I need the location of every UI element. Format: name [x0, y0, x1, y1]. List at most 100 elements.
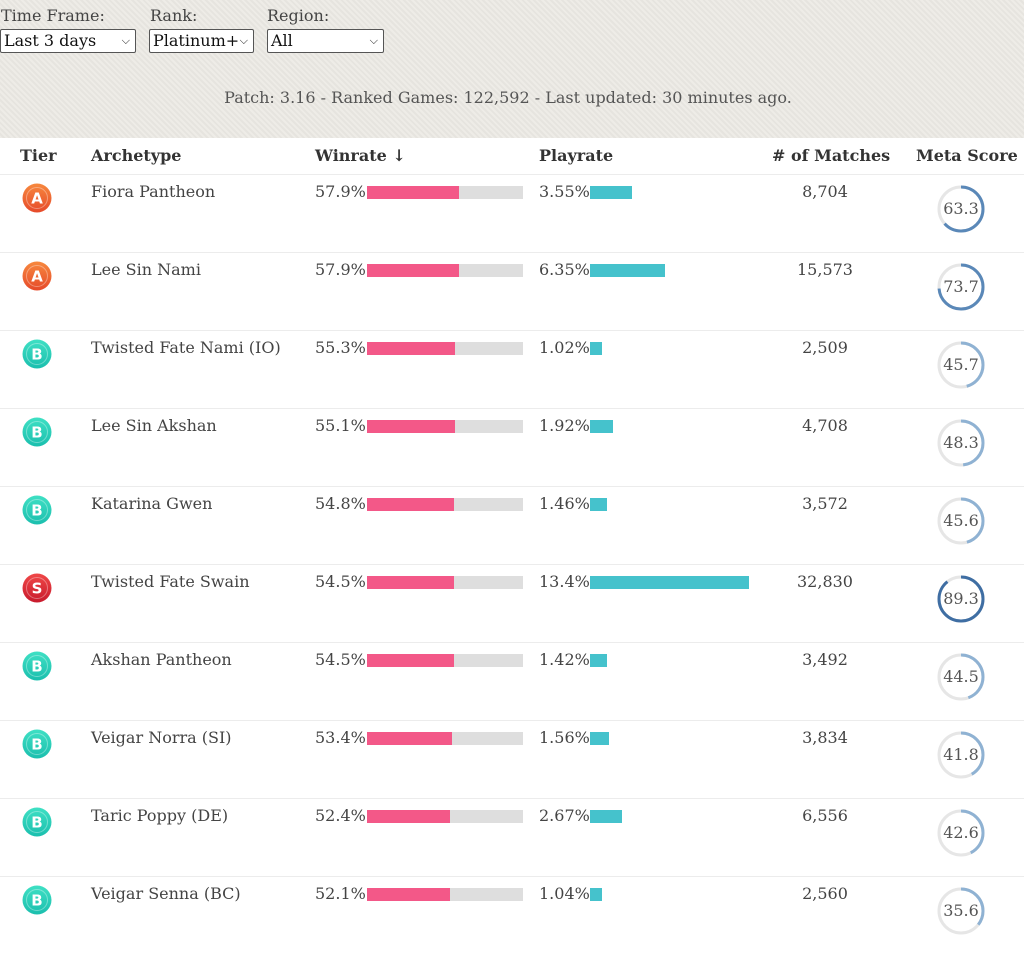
- archetype-link[interactable]: Katarina Gwen: [91, 494, 213, 513]
- filter-bar: Time Frame: Last 3 days ⌵ Rank: Platinum…: [0, 0, 1024, 138]
- winrate-bar-fill: [367, 810, 450, 823]
- tier-badge-icon: B: [22, 651, 52, 681]
- table-row[interactable]: B Taric Poppy (DE) 52.4% 2.67% 6,556 42.6: [0, 798, 1024, 876]
- tier-letter: A: [31, 268, 43, 286]
- playrate-bar-fill: [590, 186, 632, 199]
- table-body: A Fiora Pantheon 57.9% 3.55% 8,704 63.3 A Lee S…: [0, 174, 1024, 954]
- table-row[interactable]: A Lee Sin Nami 57.9% 6.35% 15,573 73.7: [0, 252, 1024, 330]
- meta-score-ring: 42.6: [936, 808, 986, 858]
- playrate-bar-fill: [590, 732, 609, 745]
- winrate-bar-track: [367, 576, 523, 589]
- playrate-bar-fill: [590, 888, 602, 901]
- winrate-value: 57.9%: [315, 260, 366, 279]
- table-row[interactable]: S Twisted Fate Swain 54.5% 13.4% 32,830 89.3: [0, 564, 1024, 642]
- archetype-link[interactable]: Taric Poppy (DE): [91, 806, 229, 825]
- table-row[interactable]: B Veigar Senna (BC) 52.1% 1.04% 2,560 35.6: [0, 876, 1024, 954]
- winrate-bar-fill: [367, 888, 450, 901]
- time-frame-select[interactable]: Last 3 days ⌵: [0, 29, 136, 53]
- col-header-archetype[interactable]: Archetype: [91, 146, 182, 165]
- playrate-value: 3.55%: [539, 182, 590, 201]
- meta-score-ring-icon: [937, 263, 985, 311]
- table-row[interactable]: B Lee Sin Akshan 55.1% 1.92% 4,708 48.3: [0, 408, 1024, 486]
- meta-score-ring: 45.7: [936, 340, 986, 390]
- meta-score-ring-icon: [937, 419, 985, 467]
- winrate-bar-fill: [367, 732, 452, 745]
- col-header-winrate[interactable]: Winrate ↓: [315, 146, 406, 165]
- meta-score-value: 44.5: [943, 667, 979, 686]
- archetype-link[interactable]: Veigar Senna (BC): [91, 884, 241, 903]
- matches-count: 4,708: [802, 416, 848, 435]
- meta-score-ring-icon: [937, 575, 985, 623]
- meta-score-value: 89.3: [943, 589, 979, 608]
- region-filter: Region:: [267, 6, 329, 28]
- time-frame-filter: Time Frame:: [1, 6, 105, 28]
- region-select[interactable]: All ⌵: [267, 29, 384, 53]
- archetype-link[interactable]: Twisted Fate Nami (IO): [91, 338, 281, 357]
- table-row[interactable]: A Fiora Pantheon 57.9% 3.55% 8,704 63.3: [0, 174, 1024, 252]
- tier-badge-icon: B: [22, 417, 52, 447]
- table-row[interactable]: B Veigar Norra (SI) 53.4% 1.56% 3,834 41.8: [0, 720, 1024, 798]
- playrate-bar-fill: [590, 420, 613, 433]
- tier-badge-icon: A: [22, 183, 52, 213]
- tier-letter: S: [32, 580, 43, 598]
- tier-badge-icon: S: [22, 573, 52, 603]
- winrate-bar-track: [367, 498, 523, 511]
- winrate-bar-fill: [367, 342, 455, 355]
- archetype-link[interactable]: Twisted Fate Swain: [91, 572, 250, 591]
- playrate-value: 1.56%: [539, 728, 590, 747]
- meta-score-ring: 48.3: [936, 418, 986, 468]
- time-frame-value: Last 3 days: [4, 31, 97, 50]
- tier-badge-icon: B: [22, 885, 52, 915]
- archetype-link[interactable]: Lee Sin Nami: [91, 260, 201, 279]
- meta-score-ring: 44.5: [936, 652, 986, 702]
- matches-count: 3,492: [802, 650, 848, 669]
- winrate-bar-track: [367, 264, 523, 277]
- playrate-value: 1.42%: [539, 650, 590, 669]
- winrate-value: 53.4%: [315, 728, 366, 747]
- table-row[interactable]: B Katarina Gwen 54.8% 1.46% 3,572 45.6: [0, 486, 1024, 564]
- winrate-bar-track: [367, 810, 523, 823]
- rank-select[interactable]: Platinum+ ⌵: [149, 29, 254, 53]
- tier-letter: B: [31, 658, 42, 676]
- archetype-link[interactable]: Lee Sin Akshan: [91, 416, 217, 435]
- archetype-link[interactable]: Veigar Norra (SI): [91, 728, 232, 747]
- winrate-bar-track: [367, 186, 523, 199]
- playrate-value: 1.46%: [539, 494, 590, 513]
- playrate-value: 1.92%: [539, 416, 590, 435]
- winrate-value: 52.1%: [315, 884, 366, 903]
- archetype-link[interactable]: Akshan Pantheon: [91, 650, 232, 669]
- tier-letter: B: [31, 424, 42, 442]
- meta-score-ring: 63.3: [936, 184, 986, 234]
- winrate-bar-track: [367, 888, 523, 901]
- time-frame-label: Time Frame:: [1, 6, 105, 25]
- winrate-bar-fill: [367, 576, 454, 589]
- archetype-link[interactable]: Fiora Pantheon: [91, 182, 216, 201]
- meta-score-ring-icon: [937, 887, 985, 935]
- patch-info: Patch: 3.16 - Ranked Games: 122,592 - La…: [224, 88, 792, 107]
- meta-score-ring: 35.6: [936, 886, 986, 936]
- playrate-bar-fill: [590, 654, 607, 667]
- winrate-value: 54.8%: [315, 494, 366, 513]
- tier-letter: B: [31, 346, 42, 364]
- col-header-playrate[interactable]: Playrate: [539, 146, 614, 165]
- meta-score-ring-icon: [937, 809, 985, 857]
- meta-score-ring: 45.6: [936, 496, 986, 546]
- winrate-bar-fill: [367, 264, 459, 277]
- tier-letter: B: [31, 736, 42, 754]
- chevron-down-icon: ⌵: [369, 34, 378, 47]
- col-header-matches[interactable]: # of Matches: [772, 146, 891, 165]
- matches-count: 32,830: [797, 572, 853, 591]
- meta-score-ring-icon: [937, 185, 985, 233]
- col-header-meta-score[interactable]: Meta Score: [916, 146, 1018, 165]
- tier-badge-icon: B: [22, 495, 52, 525]
- playrate-bar-fill: [590, 342, 602, 355]
- tier-letter: B: [31, 892, 42, 910]
- meta-score-ring: 41.8: [936, 730, 986, 780]
- playrate-value: 1.02%: [539, 338, 590, 357]
- playrate-bar-fill: [590, 810, 622, 823]
- tier-badge-icon: B: [22, 729, 52, 759]
- table-row[interactable]: B Akshan Pantheon 54.5% 1.42% 3,492 44.5: [0, 642, 1024, 720]
- matches-count: 3,834: [802, 728, 848, 747]
- col-header-tier[interactable]: Tier: [20, 146, 57, 165]
- table-row[interactable]: B Twisted Fate Nami (IO) 55.3% 1.02% 2,509 45…: [0, 330, 1024, 408]
